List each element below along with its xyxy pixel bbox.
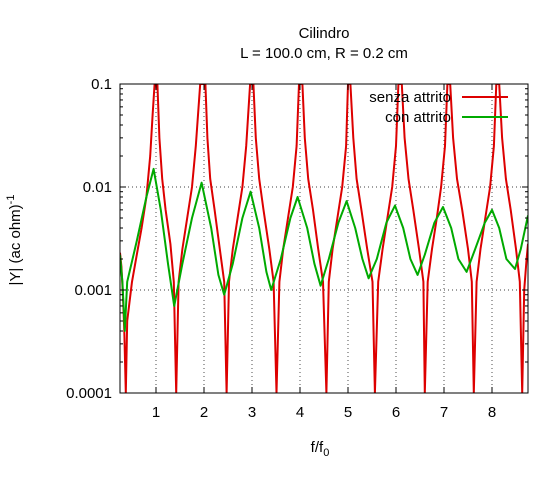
- y-tick-label: 0.001: [74, 282, 112, 299]
- plot-frame: [119, 83, 529, 394]
- x-axis-label-base: f/f: [311, 439, 324, 456]
- chart-subtitle: L = 100.0 cm, R = 0.2 cm: [240, 45, 408, 62]
- legend: senza attrito con attrito: [369, 89, 508, 126]
- x-tick-label: 4: [296, 404, 304, 421]
- y-axis-label-sup: -1: [5, 195, 17, 205]
- x-tick-label: 1: [152, 404, 160, 421]
- x-tick-label: 7: [440, 404, 448, 421]
- x-tick-label: 8: [488, 404, 496, 421]
- x-axis-label-sub: 0: [323, 447, 329, 459]
- ticks: 1 2 3 4 5 6 7 8 0.0001 0.001 0.01 0.1: [66, 76, 528, 421]
- y-axis-label-base: |Y| (ac ohm): [7, 204, 24, 285]
- x-axis-label: f/f0: [311, 439, 330, 459]
- chart-title: Cilindro: [299, 25, 350, 42]
- y-axis-label: |Y| (ac ohm)-1: [5, 195, 24, 286]
- x-tick-label: 6: [392, 404, 400, 421]
- legend-label-0: senza attrito: [369, 89, 451, 106]
- x-tick-label: 3: [248, 404, 256, 421]
- series-line-0: [120, 84, 528, 393]
- y-tick-label: 0.01: [83, 179, 112, 196]
- x-tick-label: 2: [200, 404, 208, 421]
- y-tick-label: 0.1: [91, 76, 112, 93]
- y-tick-label: 0.0001: [66, 385, 112, 402]
- series-line-1: [120, 167, 528, 332]
- series-layer: [120, 84, 528, 393]
- legend-label-1: con attrito: [385, 109, 451, 126]
- x-tick-label: 5: [344, 404, 352, 421]
